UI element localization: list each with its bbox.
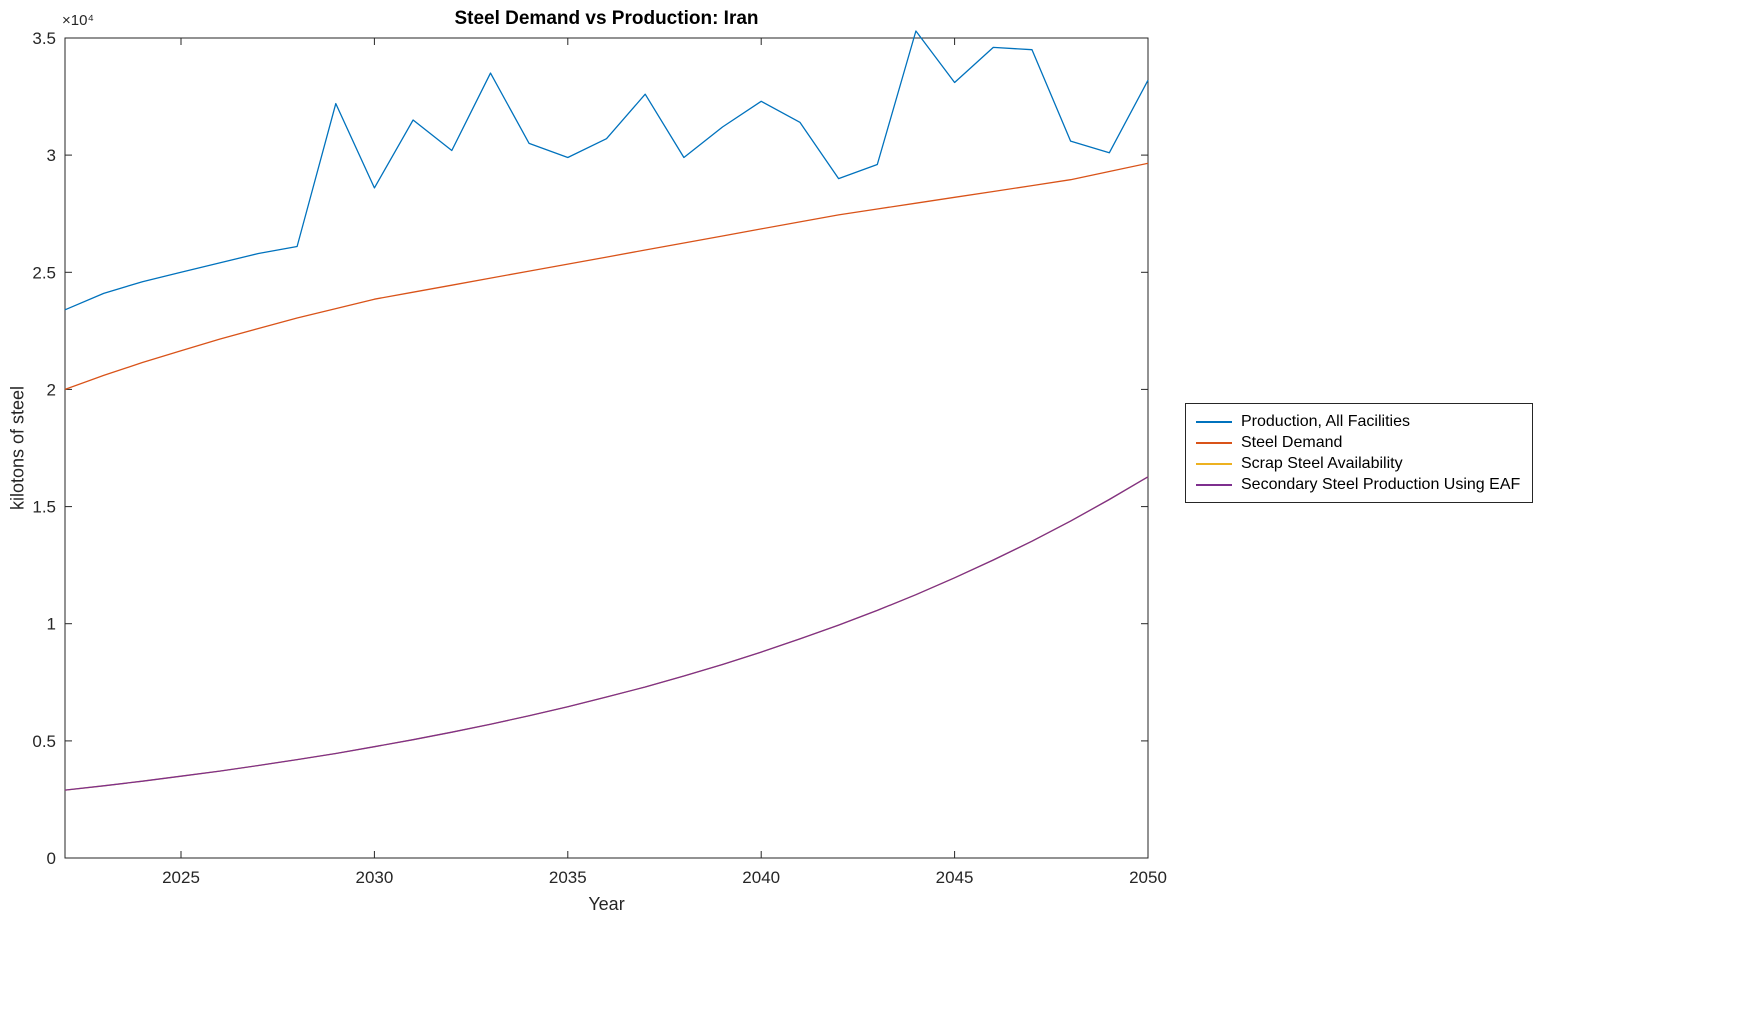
x-tick-label: 2025 — [162, 868, 200, 887]
legend-item: Steel Demand — [1190, 432, 1520, 453]
y-tick-label: 3 — [47, 146, 56, 165]
legend-label: Scrap Steel Availability — [1241, 454, 1403, 472]
x-tick-label: 2040 — [742, 868, 780, 887]
y-tick-label: 2 — [47, 380, 56, 399]
legend-line-sample — [1196, 420, 1232, 423]
legend-item: Production, All Facilities — [1190, 411, 1520, 432]
y-axis-label: kilotons of steel — [7, 385, 28, 511]
y-tick-label: 3.5 — [32, 29, 56, 48]
series-line — [64, 476, 1149, 791]
x-tick-label: 2035 — [549, 868, 587, 887]
y-tick-label: 1 — [47, 615, 56, 634]
series-line — [64, 162, 1149, 391]
legend-line-sample — [1196, 483, 1232, 486]
x-tick-label: 2045 — [936, 868, 974, 887]
y-tick-label: 0.5 — [32, 732, 56, 751]
legend-label: Secondary Steel Production Using EAF — [1241, 475, 1521, 493]
legend-label: Production, All Facilities — [1241, 412, 1410, 430]
chart-title: Steel Demand vs Production: Iran — [454, 8, 759, 29]
legend-line-sample — [1196, 462, 1232, 465]
legend-item: Scrap Steel Availability — [1190, 453, 1520, 474]
y-tick-label: 1.5 — [32, 498, 56, 517]
legend-label: Steel Demand — [1241, 433, 1343, 451]
x-axis-label: Year — [588, 894, 625, 914]
legend-item: Secondary Steel Production Using EAF — [1190, 474, 1520, 495]
x-tick-label: 2030 — [355, 868, 393, 887]
series-line — [64, 30, 1149, 311]
legend-line-sample — [1196, 441, 1232, 444]
x-tick-label: 2050 — [1129, 868, 1167, 887]
y-tick-label: 0 — [47, 849, 56, 868]
axes-box — [64, 37, 1149, 859]
legend: Production, All Facilities Steel Demand Sc… — [1185, 403, 1534, 503]
series-line — [64, 476, 1149, 791]
y-tick-label: 2.5 — [32, 263, 56, 282]
y-axis-multiplier: ×10⁴ — [62, 12, 94, 29]
